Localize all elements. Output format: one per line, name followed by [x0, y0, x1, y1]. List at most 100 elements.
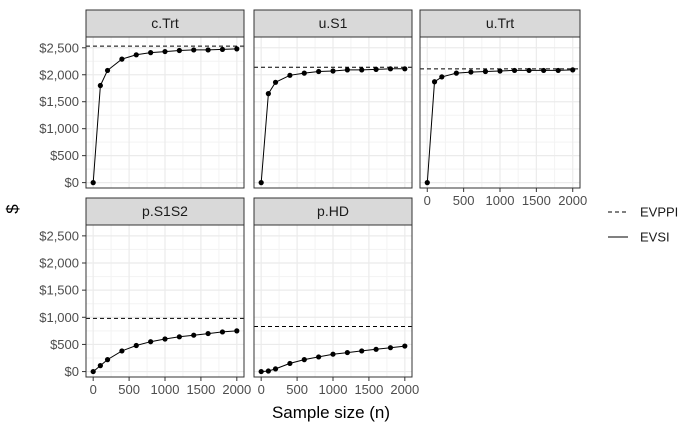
evsi-point — [191, 332, 197, 338]
evsi-point — [191, 47, 197, 53]
panel-border — [85, 36, 245, 189]
evsi-point — [104, 67, 111, 74]
evsi-point — [148, 50, 154, 56]
evsi-point — [104, 357, 111, 363]
facet-strip-label: u.S1 — [319, 15, 348, 31]
panel-border — [253, 36, 413, 189]
y-tick-label: $1,000 — [39, 121, 79, 136]
x-tick-label: 500 — [286, 382, 308, 397]
x-tick-label: 2000 — [222, 382, 251, 397]
evsi-point — [119, 56, 125, 62]
y-tick-label: $0 — [65, 364, 79, 379]
evsi-point — [402, 343, 408, 349]
evsi-point — [373, 346, 379, 352]
evsi-point — [526, 67, 532, 74]
evsi-point — [265, 368, 271, 374]
facet-strip-label: c.Trt — [151, 15, 179, 31]
evsi-point — [97, 82, 103, 89]
evsi-point — [402, 66, 408, 72]
evsi-point — [287, 360, 293, 367]
x-tick-label: 1500 — [354, 382, 383, 397]
y-tick-label: $1,000 — [39, 310, 79, 325]
evsi-point — [316, 68, 322, 75]
y-tick-label: $0 — [65, 175, 79, 190]
y-tick-label: $2,000 — [39, 256, 79, 271]
y-tick-label: $500 — [50, 337, 79, 352]
x-tick-label: 0 — [258, 382, 265, 397]
x-tick-label: 2000 — [558, 193, 587, 208]
facet-strip-label: p.S1S2 — [142, 203, 188, 219]
facet-panel: p.S1S2 $0 $500 $1,000 $1,500 $2,000 $2,500 0 500… — [39, 197, 251, 397]
evsi-point — [205, 330, 211, 337]
evsi-point — [359, 67, 365, 73]
evsi-point — [482, 68, 489, 75]
x-tick-label: 1000 — [151, 382, 180, 397]
evsi-point — [219, 46, 226, 53]
evsi-point — [205, 47, 211, 53]
x-tick-label: 1500 — [522, 193, 551, 208]
x-axis-title: Sample size (n) — [272, 403, 390, 422]
evsi-point — [439, 74, 445, 80]
x-tick-label: 1000 — [486, 193, 515, 208]
evsi-point — [330, 351, 336, 357]
y-tick-label: $2,500 — [39, 40, 79, 55]
evsi-point — [162, 48, 168, 55]
y-tick-label: $500 — [50, 148, 79, 163]
evsi-point — [176, 334, 182, 340]
evsi-point — [176, 47, 182, 54]
evsi-point — [119, 348, 125, 354]
evsi-point — [468, 69, 474, 75]
evsi-point — [265, 91, 271, 97]
evsi-point — [359, 348, 365, 354]
facet-panel: u.Trt 0 500 1000 1500 2000 — [419, 9, 587, 208]
evsi-point — [431, 79, 438, 85]
y-tick-label: $2,500 — [39, 228, 79, 243]
evsi-point — [234, 328, 240, 334]
evsi-point — [272, 366, 279, 372]
facet-strip — [85, 9, 245, 38]
evsi-point — [219, 329, 226, 335]
evsi-point — [287, 72, 293, 78]
legend-label-evsi: EVSI — [640, 230, 670, 245]
evsi-point — [97, 363, 103, 369]
facet-panel: p.HD 0 500 1000 1500 2000 — [253, 197, 419, 397]
evsi-point — [148, 339, 154, 345]
y-tick-label: $2,000 — [39, 67, 79, 82]
x-tick-label: 2000 — [390, 382, 419, 397]
x-tick-label: 0 — [90, 382, 97, 397]
evsi-point — [316, 354, 322, 360]
y-tick-label: $1,500 — [39, 283, 79, 298]
x-tick-label: 500 — [453, 193, 475, 208]
evsi-point — [424, 180, 430, 186]
evsi-point — [133, 342, 139, 349]
x-tick-label: 0 — [424, 193, 431, 208]
y-axis-title: $ — [3, 204, 22, 214]
legend: EVPPI EVSI — [608, 205, 678, 245]
legend-label-evppi: EVPPI — [640, 205, 678, 220]
facet-strip-label: p.HD — [317, 203, 349, 219]
x-tick-label: 1000 — [319, 382, 348, 397]
panels-layer: c.Trt $0 $500 $1,000 $1,500 $2,000 $2,500 u.S1 u… — [39, 9, 587, 397]
evsi-point — [511, 67, 518, 74]
evsi-point — [258, 180, 264, 186]
x-tick-label: 500 — [118, 382, 140, 397]
evsi-point — [555, 67, 561, 74]
evsi-point — [373, 66, 379, 72]
evsi-point — [133, 52, 139, 58]
evsi-point — [301, 70, 307, 76]
evsi-point — [541, 67, 547, 74]
evsi-point — [90, 368, 96, 375]
evsi-point — [497, 68, 503, 74]
evsi-point — [90, 180, 96, 186]
evsi-point — [453, 70, 459, 76]
facet-panel: c.Trt $0 $500 $1,000 $1,500 $2,000 $2,500 — [39, 9, 245, 190]
evsi-point — [301, 357, 307, 363]
y-tick-label: $1,500 — [39, 94, 79, 109]
evsi-point — [387, 66, 394, 72]
facet-strip-label: u.Trt — [486, 15, 514, 31]
evsi-point — [234, 46, 240, 52]
evsi-point — [272, 79, 279, 85]
facet-strip — [253, 9, 413, 38]
facet-strip — [85, 197, 245, 226]
